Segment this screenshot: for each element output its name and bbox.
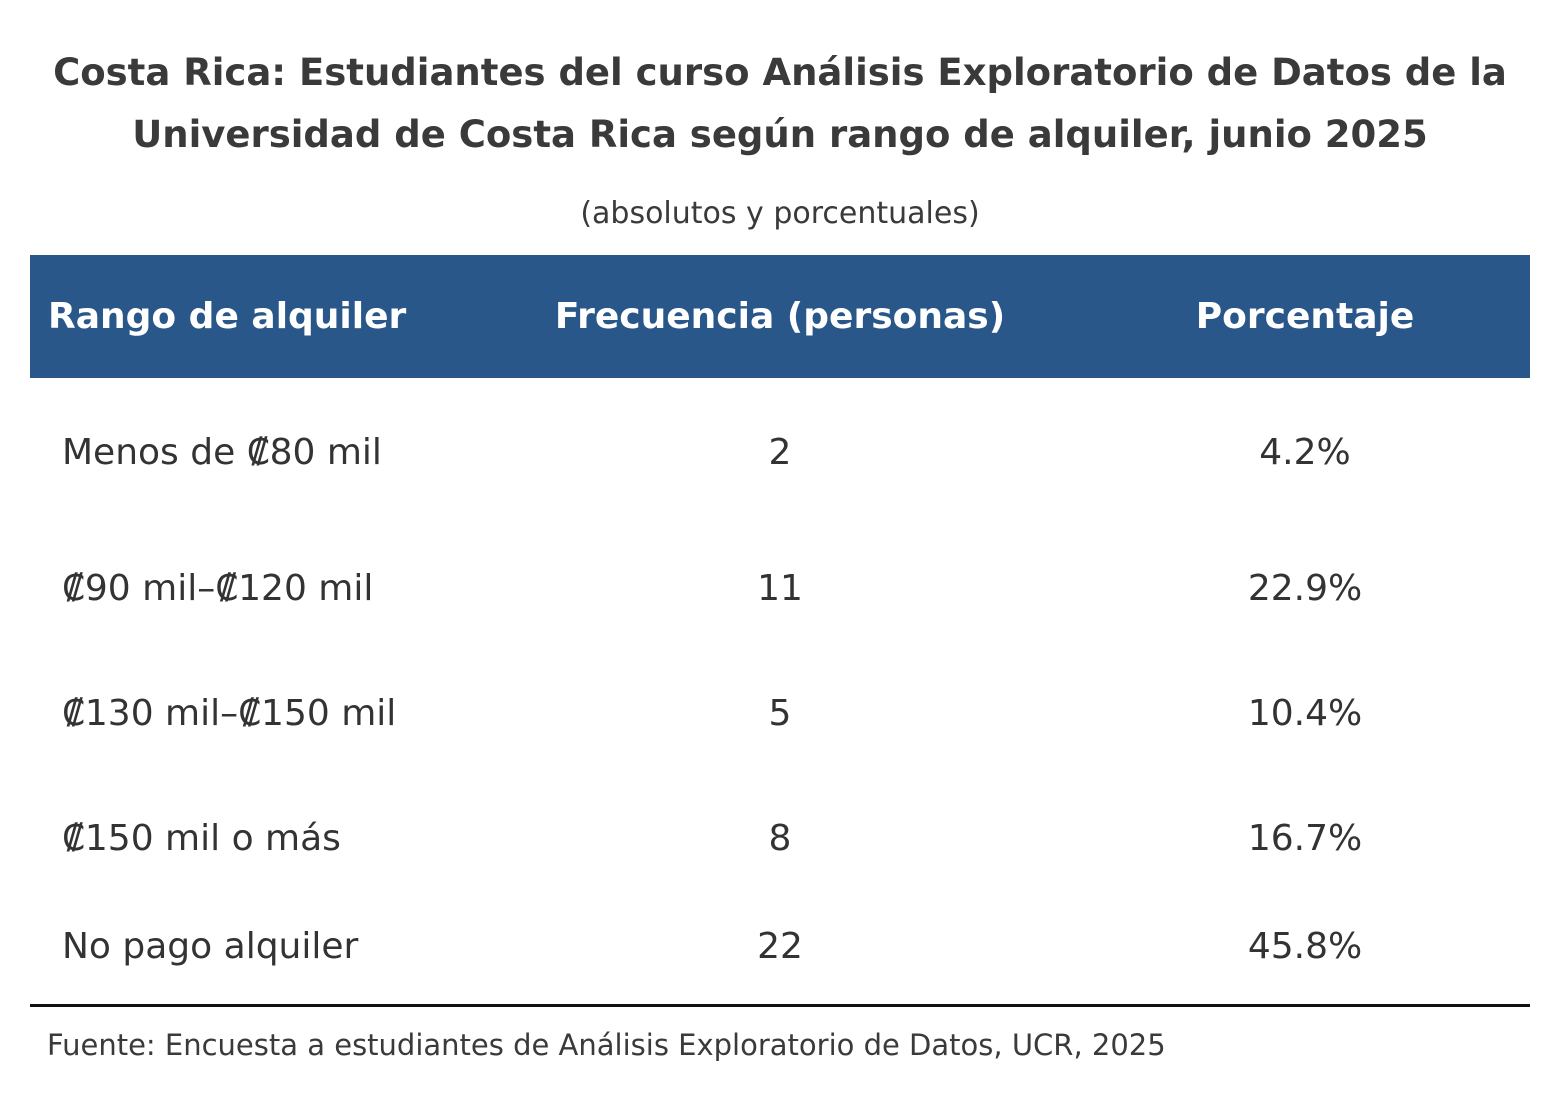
cell-porcentaje: 16.7%: [1247, 818, 1363, 859]
chart-title: Costa Rica: Estudiantes del curso Anális…: [30, 42, 1530, 166]
cell-frecuencia: 8: [768, 818, 792, 859]
table-header-row: Rango de alquiler Frecuencia (personas) …: [30, 255, 1530, 378]
cell-rango: Menos de ₡80 mil: [62, 431, 382, 473]
table-row: No pago alquiler 22 45.8%: [30, 901, 1530, 1029]
cell-rango: ₡150 mil o más: [62, 818, 341, 859]
cell-rango: ₡90 mil–₡120 mil: [62, 568, 374, 609]
cell-rango: No pago alquiler: [62, 926, 359, 967]
header-frecuencia: Frecuencia (personas): [480, 255, 1080, 378]
cell-frecuencia: 22: [757, 926, 803, 967]
table-row: ₡90 mil–₡120 mil 11 22.9%: [30, 526, 1530, 651]
cell-rango: ₡130 mil–₡150 mil: [62, 693, 397, 734]
chart-title-line-2: Universidad de Costa Rica según rango de…: [132, 113, 1428, 156]
chart-title-line-1: Costa Rica: Estudiantes del curso Anális…: [53, 51, 1507, 94]
chart-subtitle: (absolutos y porcentuales): [580, 196, 980, 231]
source-note: Fuente: Encuesta a estudiantes de Anális…: [47, 1028, 1166, 1062]
cell-porcentaje: 10.4%: [1247, 693, 1363, 734]
table-bottom-rule: [30, 1004, 1530, 1007]
cell-porcentaje: 45.8%: [1247, 926, 1363, 967]
header-porcentaje: Porcentaje: [1080, 255, 1530, 378]
table-row: ₡150 mil o más 8 16.7%: [30, 776, 1530, 901]
cell-frecuencia: 11: [757, 568, 803, 609]
cell-frecuencia: 2: [768, 431, 792, 473]
header-rango: Rango de alquiler: [30, 255, 480, 378]
table-row: ₡130 mil–₡150 mil 5 10.4%: [30, 651, 1530, 776]
cell-porcentaje: 4.2%: [1259, 431, 1351, 473]
cell-porcentaje: 22.9%: [1247, 568, 1363, 609]
cell-frecuencia: 5: [768, 693, 792, 734]
table-row: Menos de ₡80 mil 2 4.2%: [30, 378, 1530, 526]
data-table: Rango de alquiler Frecuencia (personas) …: [30, 255, 1530, 1029]
